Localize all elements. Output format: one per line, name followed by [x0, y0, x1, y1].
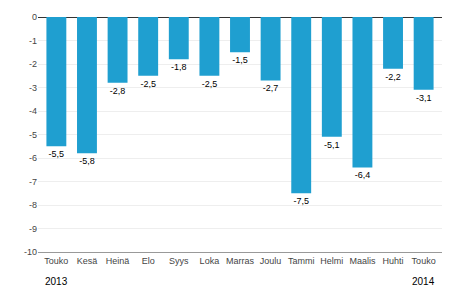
svg-text:-1,5: -1,5 — [232, 55, 248, 65]
svg-text:-8: -8 — [29, 200, 37, 210]
svg-text:-1: -1 — [29, 36, 37, 46]
svg-text:-3: -3 — [29, 83, 37, 93]
svg-text:Elo: Elo — [142, 256, 155, 266]
svg-text:-6,4: -6,4 — [355, 170, 371, 180]
svg-text:Syys: Syys — [169, 256, 189, 266]
svg-text:-5: -5 — [29, 130, 37, 140]
svg-text:Maalis: Maalis — [349, 256, 376, 266]
svg-text:-2,5: -2,5 — [140, 79, 156, 89]
svg-text:-9: -9 — [29, 224, 37, 234]
svg-text:-4: -4 — [29, 106, 37, 116]
svg-text:Loka: Loka — [200, 256, 220, 266]
svg-text:-1,8: -1,8 — [171, 62, 187, 72]
svg-text:-5,1: -5,1 — [324, 140, 340, 150]
svg-text:2014: 2014 — [412, 276, 435, 287]
svg-text:-5,5: -5,5 — [49, 149, 65, 159]
svg-text:Touko: Touko — [44, 256, 68, 266]
svg-text:Marras: Marras — [226, 256, 255, 266]
svg-text:0: 0 — [32, 12, 37, 22]
svg-text:-7,5: -7,5 — [293, 196, 309, 206]
svg-text:Huhti: Huhti — [383, 256, 404, 266]
svg-text:2013: 2013 — [45, 276, 68, 287]
svg-text:-7: -7 — [29, 177, 37, 187]
svg-text:-3,1: -3,1 — [416, 93, 432, 103]
svg-text:-6: -6 — [29, 153, 37, 163]
svg-text:-10: -10 — [24, 247, 37, 257]
svg-text:Helmi: Helmi — [320, 256, 343, 266]
svg-text:-2,2: -2,2 — [385, 72, 401, 82]
svg-text:-5,8: -5,8 — [79, 156, 95, 166]
svg-text:Touko: Touko — [412, 256, 436, 266]
svg-text:Tammi: Tammi — [288, 256, 315, 266]
svg-text:Kesä: Kesä — [77, 256, 98, 266]
svg-text:-2,7: -2,7 — [263, 83, 279, 93]
svg-text:-2,5: -2,5 — [202, 79, 218, 89]
svg-text:Heinä: Heinä — [106, 256, 130, 266]
svg-text:-2: -2 — [29, 59, 37, 69]
svg-text:-2,8: -2,8 — [110, 86, 126, 96]
svg-text:Joulu: Joulu — [260, 256, 282, 266]
